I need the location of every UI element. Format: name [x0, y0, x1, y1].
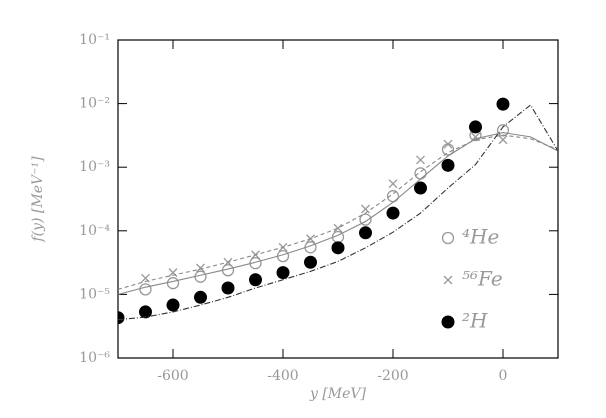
point	[414, 167, 427, 180]
point	[359, 213, 372, 226]
legend-label: ²H	[462, 309, 488, 333]
x-axis-label: y [MeV]	[309, 386, 367, 402]
point	[498, 135, 508, 145]
point	[359, 226, 372, 240]
point	[118, 311, 125, 325]
point	[331, 241, 345, 255]
point	[304, 255, 317, 269]
legend-marker	[441, 315, 455, 329]
y-axis-label: f(y) [MeV⁻¹]	[30, 156, 46, 243]
point	[249, 273, 262, 287]
point	[441, 158, 455, 172]
curve	[118, 132, 558, 295]
legend-label: ⁵⁶Fe	[462, 267, 503, 291]
point	[166, 277, 180, 290]
point	[469, 120, 482, 134]
point	[194, 290, 207, 304]
y-tick-label: 10⁻³	[79, 159, 110, 175]
curve	[118, 134, 558, 290]
y-tick-label: 10⁻⁴	[79, 223, 110, 239]
point	[139, 283, 152, 296]
point	[496, 124, 510, 137]
point	[388, 179, 398, 189]
legend-marker	[443, 275, 453, 285]
point	[168, 268, 178, 278]
legend-label: ⁴He	[462, 225, 499, 249]
y-tick-label: 10⁻¹	[79, 32, 110, 48]
x-tick-label: -400	[267, 368, 298, 384]
curve	[118, 104, 558, 321]
point	[414, 181, 427, 195]
point	[166, 298, 180, 312]
point	[416, 155, 425, 165]
legend-marker	[441, 231, 455, 245]
point	[443, 139, 453, 149]
point	[496, 97, 510, 111]
y-tick-label: 10⁻⁶	[79, 350, 110, 366]
point	[196, 263, 205, 273]
x-tick-label: 0	[499, 368, 508, 384]
y-tick-label: 10⁻²	[79, 96, 110, 112]
point	[386, 206, 400, 220]
point	[333, 223, 343, 233]
x-tick-label: -600	[157, 368, 188, 384]
point	[221, 281, 235, 295]
point	[361, 204, 370, 214]
plot-frame	[117, 39, 559, 359]
point	[276, 266, 290, 280]
x-tick-label: -200	[377, 368, 408, 384]
point	[139, 305, 152, 319]
y-tick-label: 10⁻⁵	[79, 286, 110, 302]
